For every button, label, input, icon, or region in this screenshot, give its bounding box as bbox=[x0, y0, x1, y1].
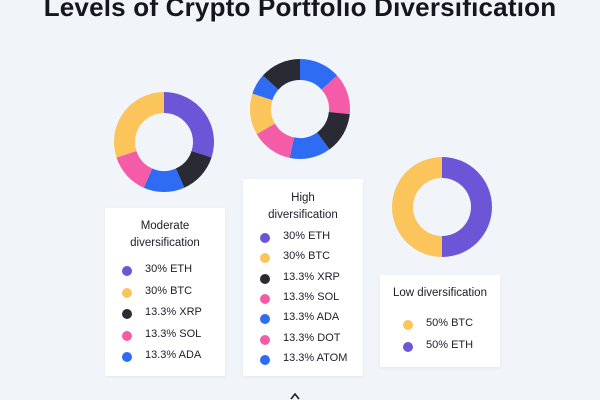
donut-slice-xrp bbox=[262, 59, 300, 90]
legend-swatch bbox=[260, 354, 270, 365]
card-title-line: Low diversification bbox=[393, 287, 487, 299]
legend-label: 13.3% ATOM bbox=[283, 351, 348, 364]
legend-swatch bbox=[260, 273, 270, 284]
donut-slice-sol bbox=[321, 75, 350, 115]
legend-swatch bbox=[122, 287, 132, 298]
donut-slice-xrp bbox=[175, 151, 212, 188]
card-title-line: diversification bbox=[130, 237, 200, 249]
card-title-line: Moderate bbox=[140, 220, 190, 232]
legend-label: 30% ETH bbox=[283, 230, 331, 242]
legend-swatch bbox=[260, 314, 270, 325]
donut-slice-btc bbox=[113, 92, 164, 158]
legend-label: 13.3% ADA bbox=[283, 311, 340, 324]
low-donut-chart bbox=[392, 157, 492, 257]
card-title-line: diversification bbox=[268, 209, 338, 221]
legend-label: 13.3% DOT bbox=[283, 331, 341, 344]
legend-label: 13.3% SOL bbox=[145, 327, 202, 340]
legend-label: 13.3% SOL bbox=[283, 290, 340, 303]
moderate-donut-chart bbox=[113, 92, 214, 192]
legend-swatch bbox=[122, 330, 132, 341]
card-title-line: High bbox=[291, 192, 315, 204]
legend-swatch bbox=[403, 342, 413, 352]
legend-swatch bbox=[260, 233, 270, 243]
page-title: Levels of Crypto Portfolio Diversificati… bbox=[43, 0, 557, 22]
donut-slice-dot bbox=[256, 123, 295, 158]
legend-label: 50% BTC bbox=[426, 317, 474, 329]
donut-slice-eth bbox=[442, 157, 492, 257]
high-card-title: High diversification bbox=[243, 190, 363, 224]
moderate-legend-card: Moderate diversification 30% ETH 30% BTC 1… bbox=[105, 208, 225, 376]
arrow-icon bbox=[290, 392, 300, 400]
legend-label: 30% BTC bbox=[283, 250, 331, 263]
moderate-card-title: Moderate diversification bbox=[105, 218, 225, 252]
legend-label: 13.3% XRP bbox=[145, 306, 202, 318]
high-legend-card: High diversification 30% ETH 30% BTC 13.3%… bbox=[243, 179, 363, 376]
donut-slice-sol bbox=[116, 151, 153, 188]
legend-swatch bbox=[122, 352, 132, 362]
legend-swatch bbox=[122, 309, 132, 319]
donut-slice-btc bbox=[392, 157, 442, 257]
legend-swatch bbox=[122, 266, 132, 276]
legend-label: 30% ETH bbox=[145, 263, 193, 275]
legend-label: 13.3% XRP bbox=[283, 270, 340, 283]
low-card-title: Low diversification bbox=[380, 285, 500, 302]
donut-slice-btc bbox=[250, 93, 275, 135]
legend-swatch bbox=[260, 293, 270, 304]
donut-slice-ada bbox=[300, 59, 338, 90]
legend-swatch bbox=[260, 253, 270, 264]
low-legend-card: Low diversification 50% BTC 50% ETH bbox=[380, 275, 500, 367]
legend-swatch bbox=[403, 320, 413, 330]
donut-slice-eth bbox=[164, 92, 214, 158]
high-donut-chart bbox=[250, 59, 350, 159]
donut-slice-atom bbox=[289, 132, 330, 159]
legend-swatch bbox=[260, 334, 270, 345]
legend-label: 30% BTC bbox=[145, 284, 193, 297]
legend-label: 50% ETH bbox=[426, 339, 474, 351]
donut-slice-ada bbox=[252, 75, 279, 101]
donut-slice-xrp bbox=[317, 112, 350, 150]
legend-label: 13.3% ADA bbox=[145, 349, 202, 361]
donut-slice-ada bbox=[143, 168, 185, 192]
